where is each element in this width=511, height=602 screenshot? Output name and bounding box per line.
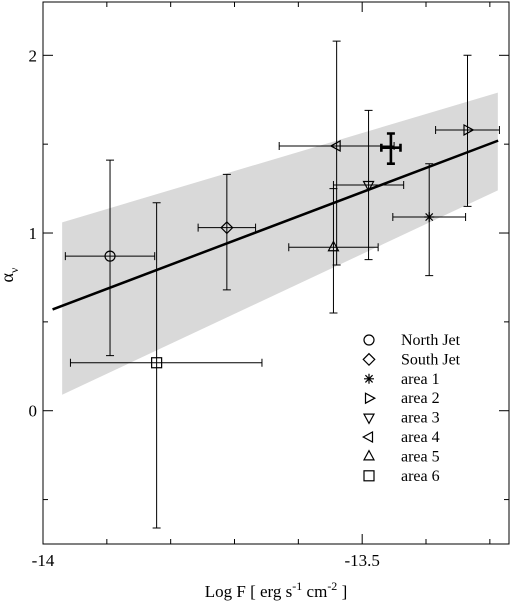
plot-frame [42,1,510,545]
legend-label-area-3: area 3 [401,410,440,427]
x-axis-label-main: Log F [ erg s [205,582,293,601]
legend-marker-area-3 [362,413,376,425]
confidence-band [62,92,498,395]
data-point-north-jet [64,159,156,357]
error-bars-area-4 [278,40,395,266]
x-axis-label-mid: cm [302,582,327,601]
data-point-area-5 [288,188,379,314]
fit-line [52,139,499,311]
error-bars-area-3 [332,109,405,261]
marker-area-4 [329,139,341,152]
y-tick-label: 1 [29,224,38,243]
error-bars-area-6 [69,202,263,529]
legend-label-area-5: area 5 [401,448,440,465]
marker-area-5 [327,240,340,252]
legend-entry-area-2: area 2 [364,390,440,407]
error-bars-area-2 [435,54,500,207]
data-point-area-6 [69,202,263,529]
data-point-cross [380,132,402,166]
x-tick-label: -14 [32,551,55,570]
legend-label-south-jet: South Jet [401,351,461,368]
marker-area-1 [424,212,435,223]
legend-entry-area-5: area 5 [362,448,440,465]
axis-tick-labels: -14 -13.5 0 1 2 [29,46,380,570]
legend-label-area-6: area 6 [401,468,440,485]
data-point-south-jet [197,173,257,291]
error-bars-south-jet [197,173,257,291]
marker-cross [380,132,402,166]
marker-area-6 [151,357,163,369]
y-axis-label-main: α [0,272,17,282]
legend-marker-area-2 [364,392,377,405]
y-axis-label-sub: ν [7,267,21,273]
axis-ticks [42,2,509,544]
data-point-area-4 [278,40,395,266]
legend-entry-area-4: area 4 [361,429,440,446]
legend-marker-area-6 [363,470,375,482]
legend-marker-area-5 [362,449,376,461]
legend-entry-area-6: area 6 [363,468,440,485]
marker-area-3 [362,180,375,193]
x-axis-label-exp1: -1 [292,579,302,593]
marker-south-jet [220,221,234,235]
legend-marker-area-4 [361,430,374,444]
legend-label-area-2: area 2 [401,390,440,407]
data-point-area-1 [392,163,467,277]
legend-entry-south-jet: South Jet [362,351,461,368]
data-point-area-3 [332,109,405,261]
legend-entry-area-1: area 1 [364,371,440,388]
x-axis-label: Log F [ erg s-1 cm-2 ] [205,579,347,601]
legend-label-area-1: area 1 [401,371,440,388]
y-tick-label: 0 [29,402,38,421]
y-axis-label: αν [0,267,21,282]
legend-label-north-jet: North Jet [401,332,461,349]
legend-label-area-4: area 4 [401,429,440,446]
legend-entry-north-jet: North Jet [363,332,461,349]
data-points-layer [64,40,500,529]
legend-entry-area-3: area 3 [362,410,440,427]
confidence-band-layer [62,92,498,395]
legend-marker-area-1 [364,373,374,384]
error-bars-north-jet [64,159,156,357]
marker-north-jet [104,250,116,262]
legend: North Jet South Jet area 1 area 2 area 3 area… [361,332,461,485]
fit-line-layer [52,139,499,311]
x-axis-label-end: ] [337,582,347,601]
legend-marker-north-jet [363,334,375,346]
legend-marker-south-jet [362,352,376,366]
x-tick-label: -13.5 [344,551,379,570]
x-axis-label-exp2: -2 [327,579,337,593]
y-tick-label: 2 [29,46,38,65]
marker-area-2 [463,123,475,136]
data-point-area-2 [435,54,500,207]
